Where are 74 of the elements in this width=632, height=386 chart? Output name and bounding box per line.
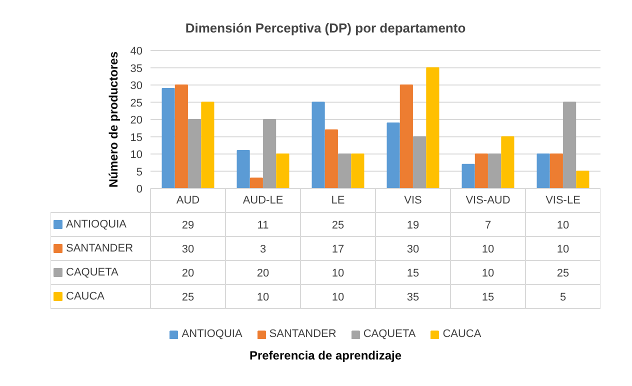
y-tick-label: 35 bbox=[130, 62, 143, 75]
data-label: 17 bbox=[332, 244, 344, 256]
text: CAQUETA bbox=[363, 328, 416, 340]
bar bbox=[312, 102, 325, 189]
data-label: 35 bbox=[406, 292, 420, 304]
y-tick-label: 5 bbox=[136, 166, 143, 178]
data-label: 29 bbox=[182, 220, 194, 232]
data-label: 25 bbox=[332, 220, 344, 232]
data-label: 25 bbox=[556, 268, 570, 280]
bar bbox=[263, 119, 276, 189]
y-tick-label: 15 bbox=[130, 132, 143, 144]
data-label: 25 bbox=[182, 292, 194, 304]
bar bbox=[400, 84, 413, 189]
bar bbox=[488, 154, 502, 189]
text: SANTANDER bbox=[269, 328, 336, 340]
bar bbox=[201, 102, 214, 189]
text: Preferencia de aprendizaje bbox=[249, 348, 402, 362]
data-label: 30 bbox=[182, 244, 194, 256]
y-tick-label: 40 bbox=[130, 46, 143, 58]
bar bbox=[338, 154, 352, 189]
x-tick-label: VIS-LE bbox=[546, 194, 580, 206]
data-label: 10 bbox=[556, 220, 570, 232]
data-label: 11 bbox=[257, 220, 269, 232]
bar bbox=[501, 136, 514, 189]
bar bbox=[162, 88, 175, 189]
y-tick-label: 10 bbox=[130, 149, 143, 161]
data-label: 10 bbox=[556, 244, 570, 256]
bar bbox=[550, 154, 563, 189]
bar bbox=[413, 136, 426, 189]
bar bbox=[174, 84, 188, 189]
data-label: 7 bbox=[484, 220, 492, 232]
data-label: 10 bbox=[332, 292, 344, 304]
data-label: 19 bbox=[406, 220, 420, 232]
data-label: 10 bbox=[332, 268, 344, 280]
bar bbox=[563, 102, 576, 189]
bar bbox=[462, 164, 475, 189]
data-label: 20 bbox=[182, 268, 194, 280]
bar bbox=[474, 154, 488, 189]
x-tick-label: AUD-LE bbox=[242, 194, 284, 206]
bar bbox=[536, 154, 550, 189]
x-tick-label: AUD bbox=[176, 194, 200, 206]
y-axis-title: Número de productores bbox=[106, 51, 120, 188]
text: CAUCA bbox=[66, 290, 105, 302]
data-label: 3 bbox=[260, 244, 266, 256]
data-label: 10 bbox=[482, 244, 494, 256]
y-tick-label: 20 bbox=[130, 114, 143, 126]
data-label: 10 bbox=[256, 292, 270, 304]
y-tick-label: 30 bbox=[130, 80, 143, 92]
data-label: 15 bbox=[406, 268, 420, 280]
y-tick-label: 25 bbox=[130, 97, 143, 110]
x-tick-label: LE bbox=[331, 194, 345, 206]
text: ANTIOQUIA bbox=[182, 328, 242, 340]
bar bbox=[386, 122, 400, 189]
legend-label: ANTIOQUIA bbox=[66, 218, 128, 230]
bar bbox=[236, 150, 250, 189]
bar bbox=[276, 154, 290, 189]
bar bbox=[576, 170, 590, 189]
data-label: 10 bbox=[482, 268, 494, 280]
bar bbox=[188, 119, 202, 189]
legend-label: SANTANDER bbox=[66, 242, 134, 254]
x-tick-label: VIS bbox=[404, 194, 422, 206]
data-label: 5 bbox=[560, 292, 566, 304]
bar bbox=[426, 67, 440, 189]
data-label: 30 bbox=[406, 244, 420, 256]
data-label: 20 bbox=[256, 268, 270, 280]
bar bbox=[351, 154, 364, 189]
y-tick-label: 0 bbox=[136, 184, 143, 196]
bar bbox=[250, 178, 263, 189]
legend-label: CAQUETA bbox=[66, 266, 120, 278]
bar bbox=[324, 129, 338, 189]
legend-label: CAUCA bbox=[442, 328, 482, 340]
data-label: 15 bbox=[482, 292, 494, 304]
x-tick-label: VIS-AUD bbox=[466, 194, 510, 206]
chart-title: Dimensión Perceptiva (DP) por departamento bbox=[185, 20, 466, 36]
